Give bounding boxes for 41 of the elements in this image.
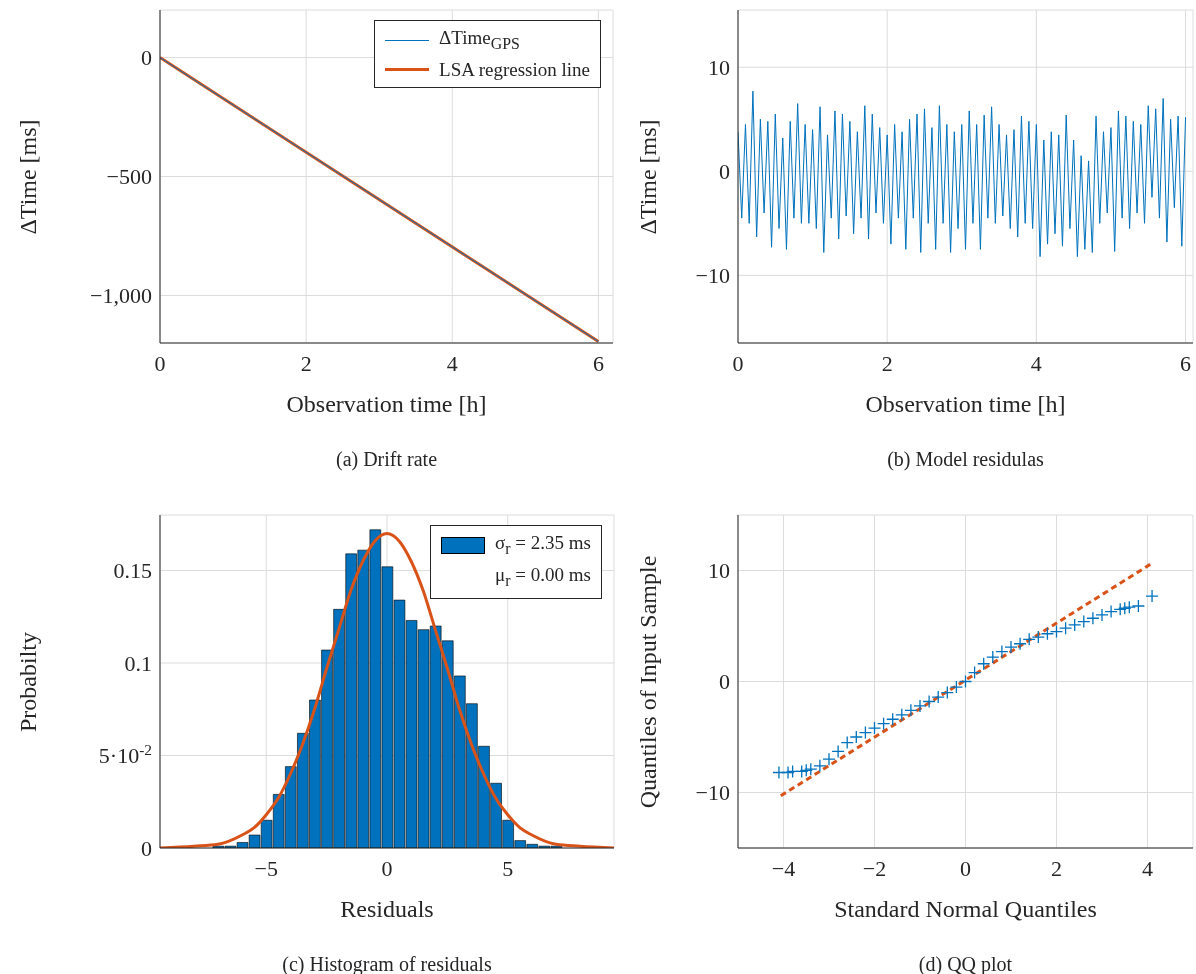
text: (a) Drift rate xyxy=(335,448,438,470)
y-axis-title: ΔTime [ms] xyxy=(14,118,41,235)
y-tick-label: 0 xyxy=(141,45,152,71)
x-tick-label: −5 xyxy=(254,855,278,881)
x-axis-title: Observation time [h] xyxy=(865,391,1066,417)
x-tick-label: 0 xyxy=(381,855,393,881)
x-tick-label: 4 xyxy=(1142,855,1153,881)
y-tick-label: −1,000 xyxy=(90,283,152,309)
x-tick-label: 2 xyxy=(1051,855,1062,881)
x-tick-label: −4 xyxy=(771,855,796,881)
y-tick-label: 0 xyxy=(719,159,730,184)
y-axis-title: ΔTime [ms] xyxy=(634,118,661,235)
x-axis-title: Observation time [h] xyxy=(286,391,487,417)
y-tick-label: 10 xyxy=(708,558,730,584)
y-tick-label: 10 xyxy=(708,54,730,80)
legend-label: ΔTime$_{GPS}$ xyxy=(439,26,520,54)
x-tick-label: −2 xyxy=(862,855,887,881)
x-tick-label: 6 xyxy=(1180,350,1192,376)
y-tick-label: 0 xyxy=(141,835,152,861)
y-tick-label: −10 xyxy=(695,263,730,289)
x-tick-label: 4 xyxy=(446,350,458,376)
y-tick-label: 0.1 xyxy=(124,650,152,676)
y-axis-title: Quantiles of Input Sample xyxy=(634,555,661,808)
legend-label: LSA regression line xyxy=(439,57,590,82)
x-tick-label: 5 xyxy=(502,855,514,881)
x-tick-label: 4 xyxy=(1030,350,1042,376)
y-tick-label: −500 xyxy=(106,164,152,190)
annotation: μ$_{r}$ = 0.00 ms xyxy=(495,563,591,589)
y-tick-label: 0 xyxy=(719,669,730,695)
x-axis-title: Standard Normal Quantiles xyxy=(834,896,1097,922)
legend-label: σ$_{r}$ = 2.35 ms xyxy=(495,531,591,559)
x-tick-label: 2 xyxy=(881,350,893,376)
y-tick-label: −10 xyxy=(695,780,730,806)
y-tick-label: 5·10$^{-2}$ xyxy=(98,740,152,769)
x-tick-label: 2 xyxy=(300,350,312,376)
y-axis-title: Probabilty xyxy=(14,631,41,732)
x-tick-label: 0 xyxy=(960,855,971,881)
x-axis-title: Residuals xyxy=(340,896,434,922)
x-tick-label: 6 xyxy=(592,350,604,376)
y-tick-label: 0.15 xyxy=(113,558,152,584)
text: (b) Model residulas xyxy=(887,448,1044,470)
